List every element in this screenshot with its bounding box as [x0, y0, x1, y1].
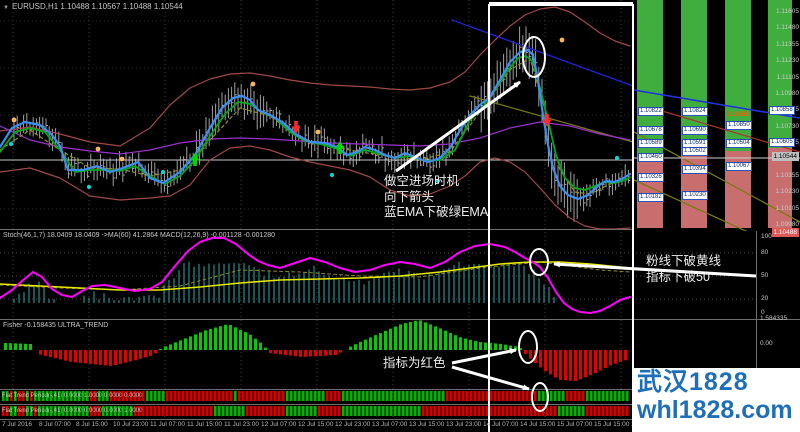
annotation-stoch-cross: 粉线下破黄线 指标下破50 — [646, 254, 721, 285]
time-axis-label: 14 Jul 15:00 — [520, 421, 556, 428]
price-scale-label: 1.11355 — [775, 40, 799, 48]
price-scale-label: 1.10355 — [775, 172, 800, 179]
level-price-label: 1.10858 — [769, 106, 795, 115]
flat-trend-label-1: Flat Trend Period(-,41) 0.0000 1.0000 0.… — [2, 393, 143, 399]
level-price-label: 1.10855 — [727, 112, 749, 118]
annotation-line: 指标下破50 — [646, 269, 710, 284]
stoch-scale-label: 50 — [761, 272, 769, 279]
level-price-label: 1.10504 — [726, 139, 752, 148]
stoch-scale-label: 0 — [761, 309, 765, 316]
annotation-line: 粉线下破黄线 — [646, 254, 722, 268]
price-scale-label: 1.10730 — [775, 122, 800, 130]
level-price-label: 1.10230 — [682, 191, 708, 200]
time-axis-label: 15 Jul 15:00 — [594, 421, 630, 428]
time-axis-label: 13 Jul 07:00 — [372, 421, 408, 428]
annotation-line: 指标为红色 — [383, 356, 446, 370]
watermark-line1: 武汉1828 — [637, 368, 749, 396]
current-price-box: 1.10544 — [771, 152, 799, 161]
annotation-indicator-red: 指标为红色 — [383, 356, 446, 372]
level-price-label: 1.10822 — [638, 107, 664, 116]
level-price-label: 1.10326 — [638, 173, 664, 182]
price-scale-label: 1.10230 — [775, 188, 800, 196]
time-axis-label: 7 Jul 2016 — [2, 421, 32, 428]
annotation-line: 做空进场时机 — [384, 174, 460, 188]
watermark: 武汉1828 whl1828.com — [632, 368, 800, 432]
level-price-label: 1.10605 — [769, 138, 795, 147]
time-axis-label: 10 Jul 23:00 — [113, 421, 149, 428]
chart-title: ▼ EURUSD,H1 1.10488 1.10567 1.10488 1.105… — [3, 2, 183, 11]
level-price-label: 1.10690 — [682, 126, 708, 135]
level-price-label: 1.10678 — [638, 126, 664, 135]
fisher-scale-label: 0.00 — [760, 340, 773, 347]
time-axis-label: 11 Jul 23:00 — [224, 421, 259, 428]
time-axis-label: 13 Jul 15:00 — [409, 421, 445, 428]
price-scale-label: 1.10105 — [775, 204, 800, 212]
fisher-indicator-label: Fisher -0.158435 ULTRA_TREND — [3, 322, 109, 329]
time-axis-label: 12 Jul 23:00 — [335, 421, 371, 428]
level-price-label: 1.10394 — [682, 165, 708, 174]
price-scale-label: 1.11480 — [775, 24, 799, 32]
level-price-label: 1.10589 — [638, 139, 664, 148]
watermark-line2: whl1828.com — [637, 396, 793, 424]
price-scale-label: 1.11105 — [776, 73, 799, 81]
time-axis-label: 8 Jul 07:00 — [39, 421, 71, 428]
time-axis-label: 12 Jul 15:00 — [298, 421, 334, 428]
bid-price-box: 1.10488 — [771, 228, 799, 237]
price-scale-label: 1.11605 — [775, 8, 799, 15]
stoch-scale-label: 20 — [761, 295, 769, 302]
flat-trend-label-2: Flat Trend Period(-,41) 0.0000 0.0000 0.… — [2, 408, 143, 414]
level-price-label: 1.10850 — [726, 121, 752, 130]
annotation-short-entry: 做空进场时机 向下箭头 蓝EMA下破绿EMA — [384, 174, 488, 221]
time-axis-label: 14 Jul 07:00 — [483, 421, 519, 428]
price-scale-label: 1.10980 — [775, 90, 800, 97]
annotation-line: 向下箭头 — [384, 189, 435, 204]
level-price-label: 1.10460 — [638, 153, 664, 162]
symbol-dropdown-icon[interactable]: ▼ — [3, 5, 9, 11]
stoch-panel[interactable] — [0, 230, 756, 319]
level-price-label: 1.10824 — [682, 107, 708, 116]
main-chart-panel[interactable] — [0, 0, 633, 229]
symbol-ohlc-text: EURUSD,H1 1.10488 1.10567 1.10488 1.1054… — [11, 2, 183, 11]
time-axis-label: 13 Jul 23:00 — [446, 421, 482, 428]
time-axis-label: 11 Jul 07:00 — [150, 421, 185, 428]
stoch-scale-label: 80 — [761, 249, 769, 256]
level-price-label: 1.10502 — [682, 147, 708, 156]
time-axis-label: 8 Jul 15:00 — [76, 421, 108, 428]
time-axis-label: 12 Jul 07:00 — [261, 421, 297, 428]
price-scale-label: 1.11230 — [775, 57, 799, 65]
fisher-scale-label: 1.584335 — [760, 315, 788, 322]
time-axis-label: 11 Jul 15:00 — [187, 421, 222, 428]
annotation-line: 蓝EMA下破绿EMA — [384, 205, 489, 219]
level-price-label: 1.10182 — [638, 193, 664, 202]
stoch-scale-label: 100 — [761, 233, 772, 240]
level-price-label: 1.10067 — [726, 162, 752, 171]
stoch-indicator-label: Stoch(46,1,7) 18.0409 18.0409 ->MA(60) 4… — [3, 232, 276, 239]
time-axis-label: 15 Jul 07:00 — [557, 421, 593, 428]
